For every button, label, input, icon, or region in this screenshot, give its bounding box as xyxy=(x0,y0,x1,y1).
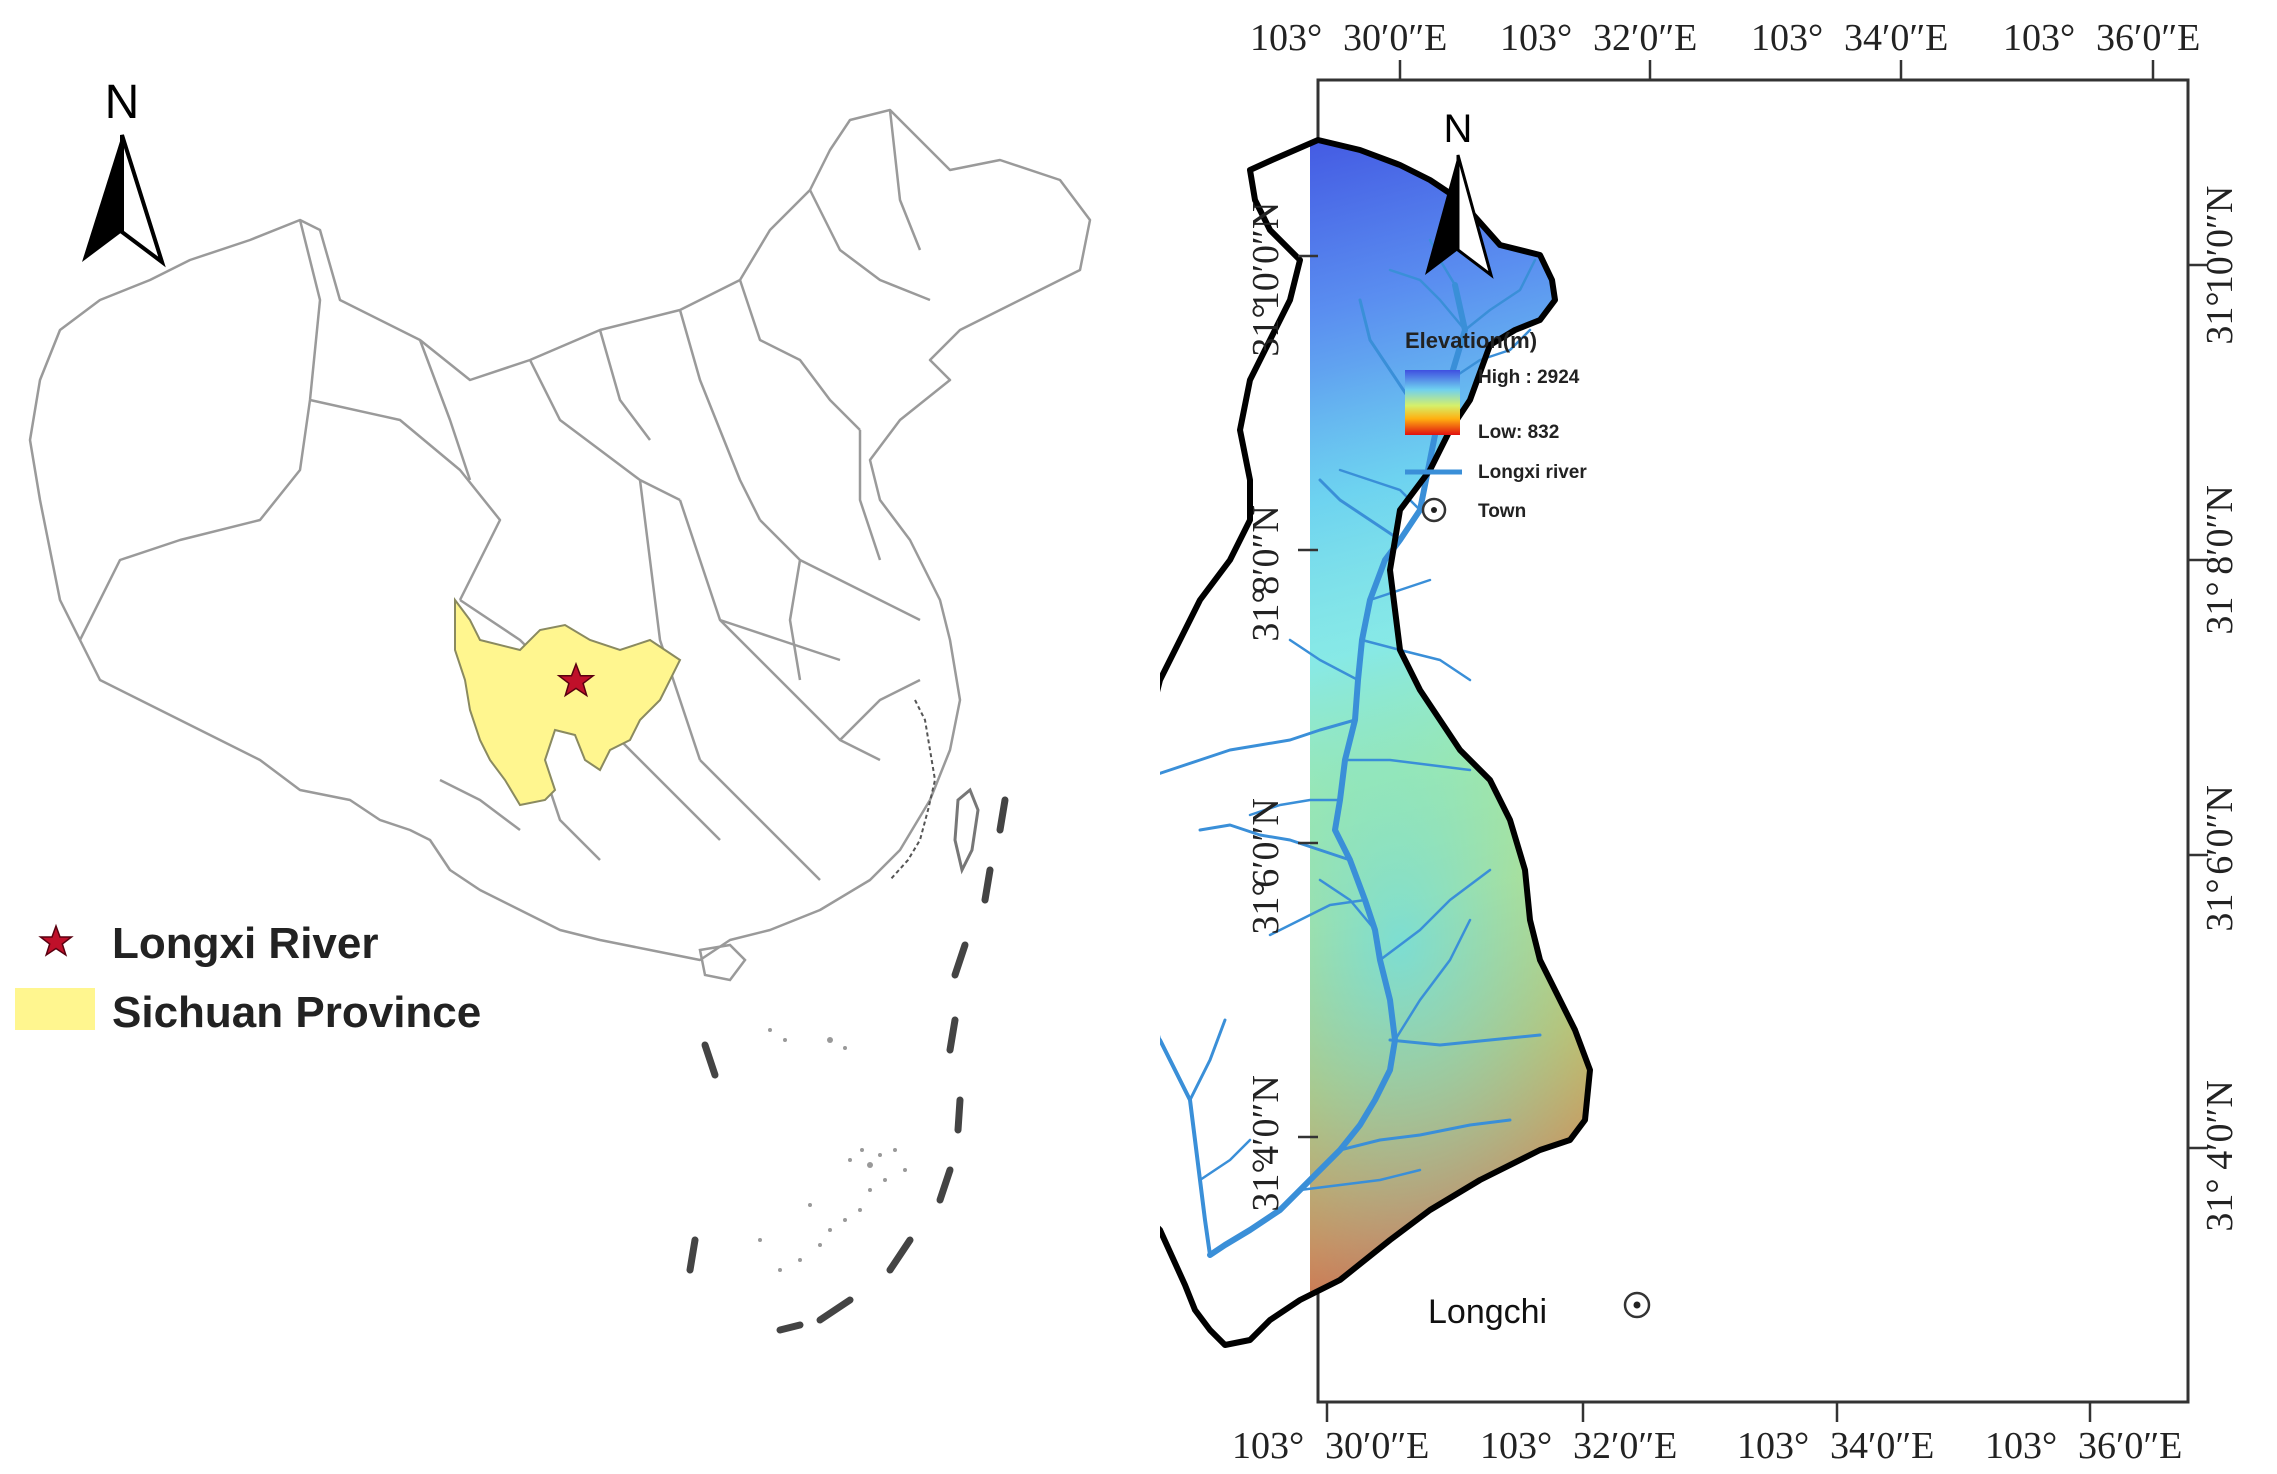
bottom-lon-deg-3: 103° xyxy=(1737,1425,1809,1467)
top-lon-min-1: 30′0″E xyxy=(1343,17,1447,59)
bottom-lon-min-3: 34′0″E xyxy=(1830,1425,1934,1467)
basin-north-arrow-icon: N xyxy=(1425,107,1494,279)
longxi-basin-map: Longchi N Elevation(m) High : 2924 Low: … xyxy=(1160,17,2241,1467)
right-lat-deg-2: 31° xyxy=(2199,581,2241,634)
right-lat-deg-3: 31° xyxy=(2199,878,2241,931)
right-latitude-axis xyxy=(2188,263,2208,1150)
town-label-longchi: Longchi xyxy=(1428,1293,1547,1331)
left-lat-deg-4: 31° xyxy=(1245,1158,1287,1211)
right-lat-2: 8′0″N xyxy=(2199,485,2241,575)
basin-north-arrow-label: N xyxy=(1444,107,1473,151)
elevation-legend: Elevation(m) High : 2924 Low: 832 Longxi… xyxy=(1405,328,1587,523)
legend-low-label: Low: 832 xyxy=(1478,422,1559,443)
right-lat-deg-4: 31° xyxy=(2199,1178,2241,1231)
left-latitude-labels: 10′0″N 31° 8′0″N 31° 6′0″N 31° 4′0″N 31° xyxy=(1245,202,1287,1212)
longchi-town-marker xyxy=(1623,1291,1651,1319)
south-china-sea-islands xyxy=(758,1028,907,1272)
top-lon-min-2: 32′0″E xyxy=(1593,17,1697,59)
top-lon-deg-2: 103° xyxy=(1500,17,1572,59)
right-lat-deg-1: 31° xyxy=(2199,291,2241,344)
north-arrow-icon: N xyxy=(82,76,166,268)
legend-river-label: Longxi river xyxy=(1478,462,1587,483)
longxi-river-star-icon xyxy=(556,661,596,698)
left-lat-1: 10′0″N xyxy=(1245,202,1287,311)
left-lat-deg-1: 31° xyxy=(1245,303,1287,356)
bottom-lon-min-1: 30′0″E xyxy=(1325,1425,1429,1467)
top-lon-min-3: 34′0″E xyxy=(1844,17,1948,59)
right-lat-3: 6′0″N xyxy=(2199,785,2241,875)
basin-boundary xyxy=(1160,137,1593,1348)
overview-legend: Longxi River Sichuan Province xyxy=(15,919,481,1037)
top-lon-deg-4: 103° xyxy=(2003,17,2075,59)
left-lat-deg-3: 31° xyxy=(1245,881,1287,934)
bottom-longitude-labels: 103° 30′0″E 103° 32′0″E 103° 34′0″E 103°… xyxy=(1232,1425,2182,1467)
china-boundaries xyxy=(28,108,1092,962)
top-longitude-labels: 103° 30′0″E 103° 32′0″E 103° 34′0″E 103°… xyxy=(1250,17,2200,59)
bottom-lon-deg-1: 103° xyxy=(1232,1425,1304,1467)
bottom-lon-deg-2: 103° xyxy=(1480,1425,1552,1467)
left-lat-2: 8′0″N xyxy=(1245,505,1287,595)
taiwan-island xyxy=(953,787,980,875)
longxi-river-network xyxy=(1160,238,1542,1258)
bottom-longitude-axis xyxy=(1325,1402,2092,1422)
north-arrow-label: N xyxy=(105,76,140,129)
bottom-lon-min-4: 36′0″E xyxy=(2078,1425,2182,1467)
right-lat-1: 10′0″N xyxy=(2199,186,2241,295)
china-outline xyxy=(28,108,1092,962)
legend-town-label: Town xyxy=(1478,501,1526,522)
legend-title: Elevation(m) xyxy=(1405,328,1537,353)
right-latitude-labels: 10′0″N 31° 8′0″N 31° 6′0″N 31° 4′0″N 31° xyxy=(2199,186,2241,1232)
top-lon-min-4: 36′0″E xyxy=(2096,17,2200,59)
bottom-lon-deg-4: 103° xyxy=(1985,1425,2057,1467)
legend-sichuan-province-label: Sichuan Province xyxy=(112,988,481,1037)
bottom-lon-min-2: 32′0″E xyxy=(1573,1425,1677,1467)
top-lon-deg-3: 103° xyxy=(1751,17,1823,59)
left-lat-3: 6′0″N xyxy=(1245,798,1287,888)
right-lat-4: 4′0″N xyxy=(2199,1080,2241,1170)
legend-star-icon xyxy=(38,923,74,957)
hainan-island xyxy=(698,943,747,982)
elevation-color-ramp xyxy=(1405,370,1460,435)
sichuan-province xyxy=(454,597,682,807)
south-china-sea-dashed-line xyxy=(686,796,1009,1334)
left-latitude-axis xyxy=(1298,254,1318,1139)
legend-longxi-river-label: Longxi River xyxy=(112,919,379,968)
top-longitude-axis xyxy=(1398,60,2155,80)
china-overview-map: N xyxy=(15,76,1092,1334)
top-lon-deg-1: 103° xyxy=(1250,17,1322,59)
legend-high-label: High : 2924 xyxy=(1478,367,1580,388)
legend-sichuan-swatch xyxy=(15,988,95,1030)
left-lat-deg-2: 31° xyxy=(1245,588,1287,641)
left-lat-4: 4′0″N xyxy=(1245,1075,1287,1165)
